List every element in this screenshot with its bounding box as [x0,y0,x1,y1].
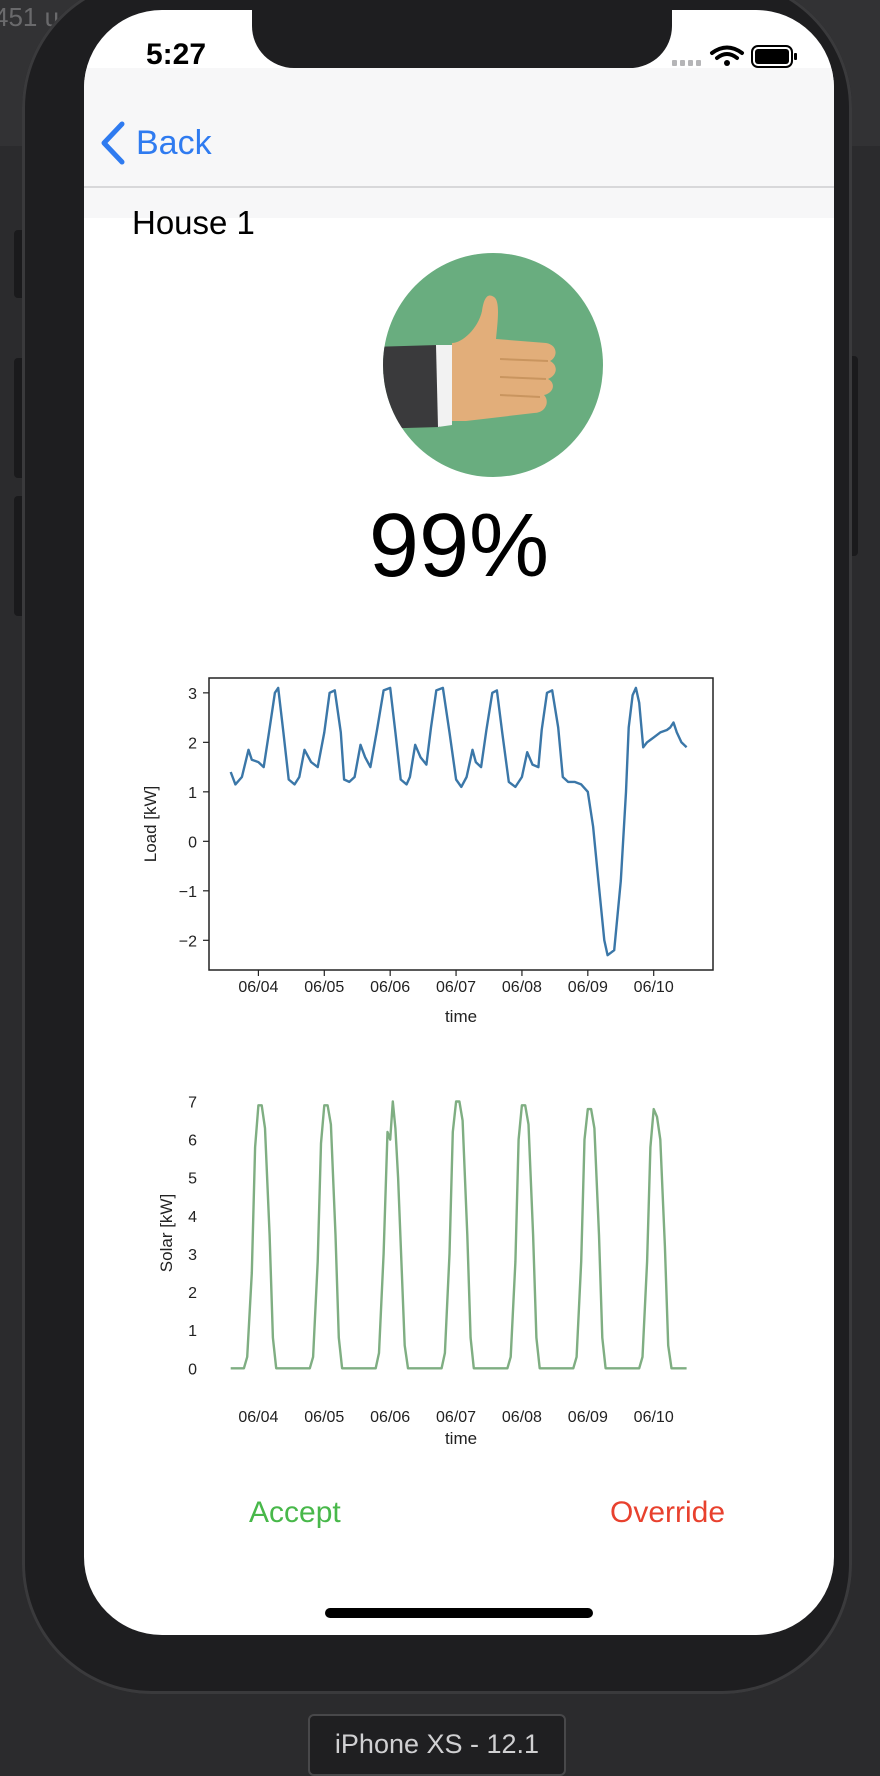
x-tick-label: 06/08 [502,1409,542,1426]
y-tick-label: −2 [179,933,197,950]
device-frame: 5:27 [22,0,852,1694]
back-button[interactable]: Back [100,118,212,168]
y-tick-label: 2 [188,735,197,752]
nav-bar [84,68,834,218]
y-tick-label: −1 [179,884,197,901]
y-tick-label: 0 [188,834,197,851]
x-tick-label: 06/04 [238,1409,278,1426]
x-tick-label: 06/09 [568,979,608,996]
y-tick-label: 7 [188,1095,197,1112]
signal-icon [672,60,701,66]
y-tick-label: 1 [188,785,197,802]
x-tick-label: 06/06 [370,1409,410,1426]
plot-frame [208,677,714,971]
battery-icon [751,45,797,68]
x-tick-label: 06/09 [568,1409,608,1426]
device-notch [252,10,672,68]
status-time: 5:27 [146,38,207,71]
back-label: Back [136,123,212,162]
nav-bar-separator [84,186,834,188]
x-tick-label: 06/05 [304,979,344,996]
y-axis-label: Load [kW] [141,786,160,863]
x-tick-label: 06/07 [436,979,476,996]
y-tick-label: 6 [188,1133,197,1150]
status-icons [672,44,822,70]
y-axis-label: Solar [kW] [157,1194,176,1272]
device-label: iPhone XS - 12.1 [308,1714,566,1776]
thumbs-up-icon [383,253,603,477]
chevron-left-icon [101,121,125,165]
y-tick-label: 5 [188,1171,197,1188]
wifi-icon [710,45,744,66]
x-tick-label: 06/10 [634,1409,674,1426]
y-tick-label: 1 [188,1323,197,1340]
home-indicator [325,1608,593,1618]
x-tick-label: 06/08 [502,979,542,996]
y-tick-label: 0 [188,1361,197,1378]
x-tick-label: 06/05 [304,1409,344,1426]
house-title: House 1 [132,204,255,241]
x-tick-label: 06/06 [370,979,410,996]
x-tick-label: 06/07 [436,1409,476,1426]
x-axis-label: time [445,1007,477,1026]
y-tick-label: 3 [188,686,197,703]
series-line-0 [230,1100,687,1370]
series-line-0 [229,686,688,957]
accept-button[interactable]: Accept [249,1496,341,1529]
device-screen: 5:27 [84,10,834,1635]
x-tick-label: 06/10 [634,979,674,996]
load-chart: 3 2 1 0 −1 −2 06/04 06/05 06/06 06/07 06/08 06/09 06… [141,677,714,1026]
x-tick-label: 06/04 [238,979,278,996]
solar-chart: 7 6 5 4 3 2 1 0 06/04 06/05 06/06 06/07 06/08 06/09 06… [157,1095,687,1448]
override-button[interactable]: Override [610,1496,726,1529]
y-tick-label: 3 [188,1247,197,1264]
y-tick-label: 4 [188,1209,197,1226]
x-axis-label: time [445,1429,477,1448]
score-percent: 99% [368,496,550,596]
y-tick-label: 2 [188,1285,197,1302]
